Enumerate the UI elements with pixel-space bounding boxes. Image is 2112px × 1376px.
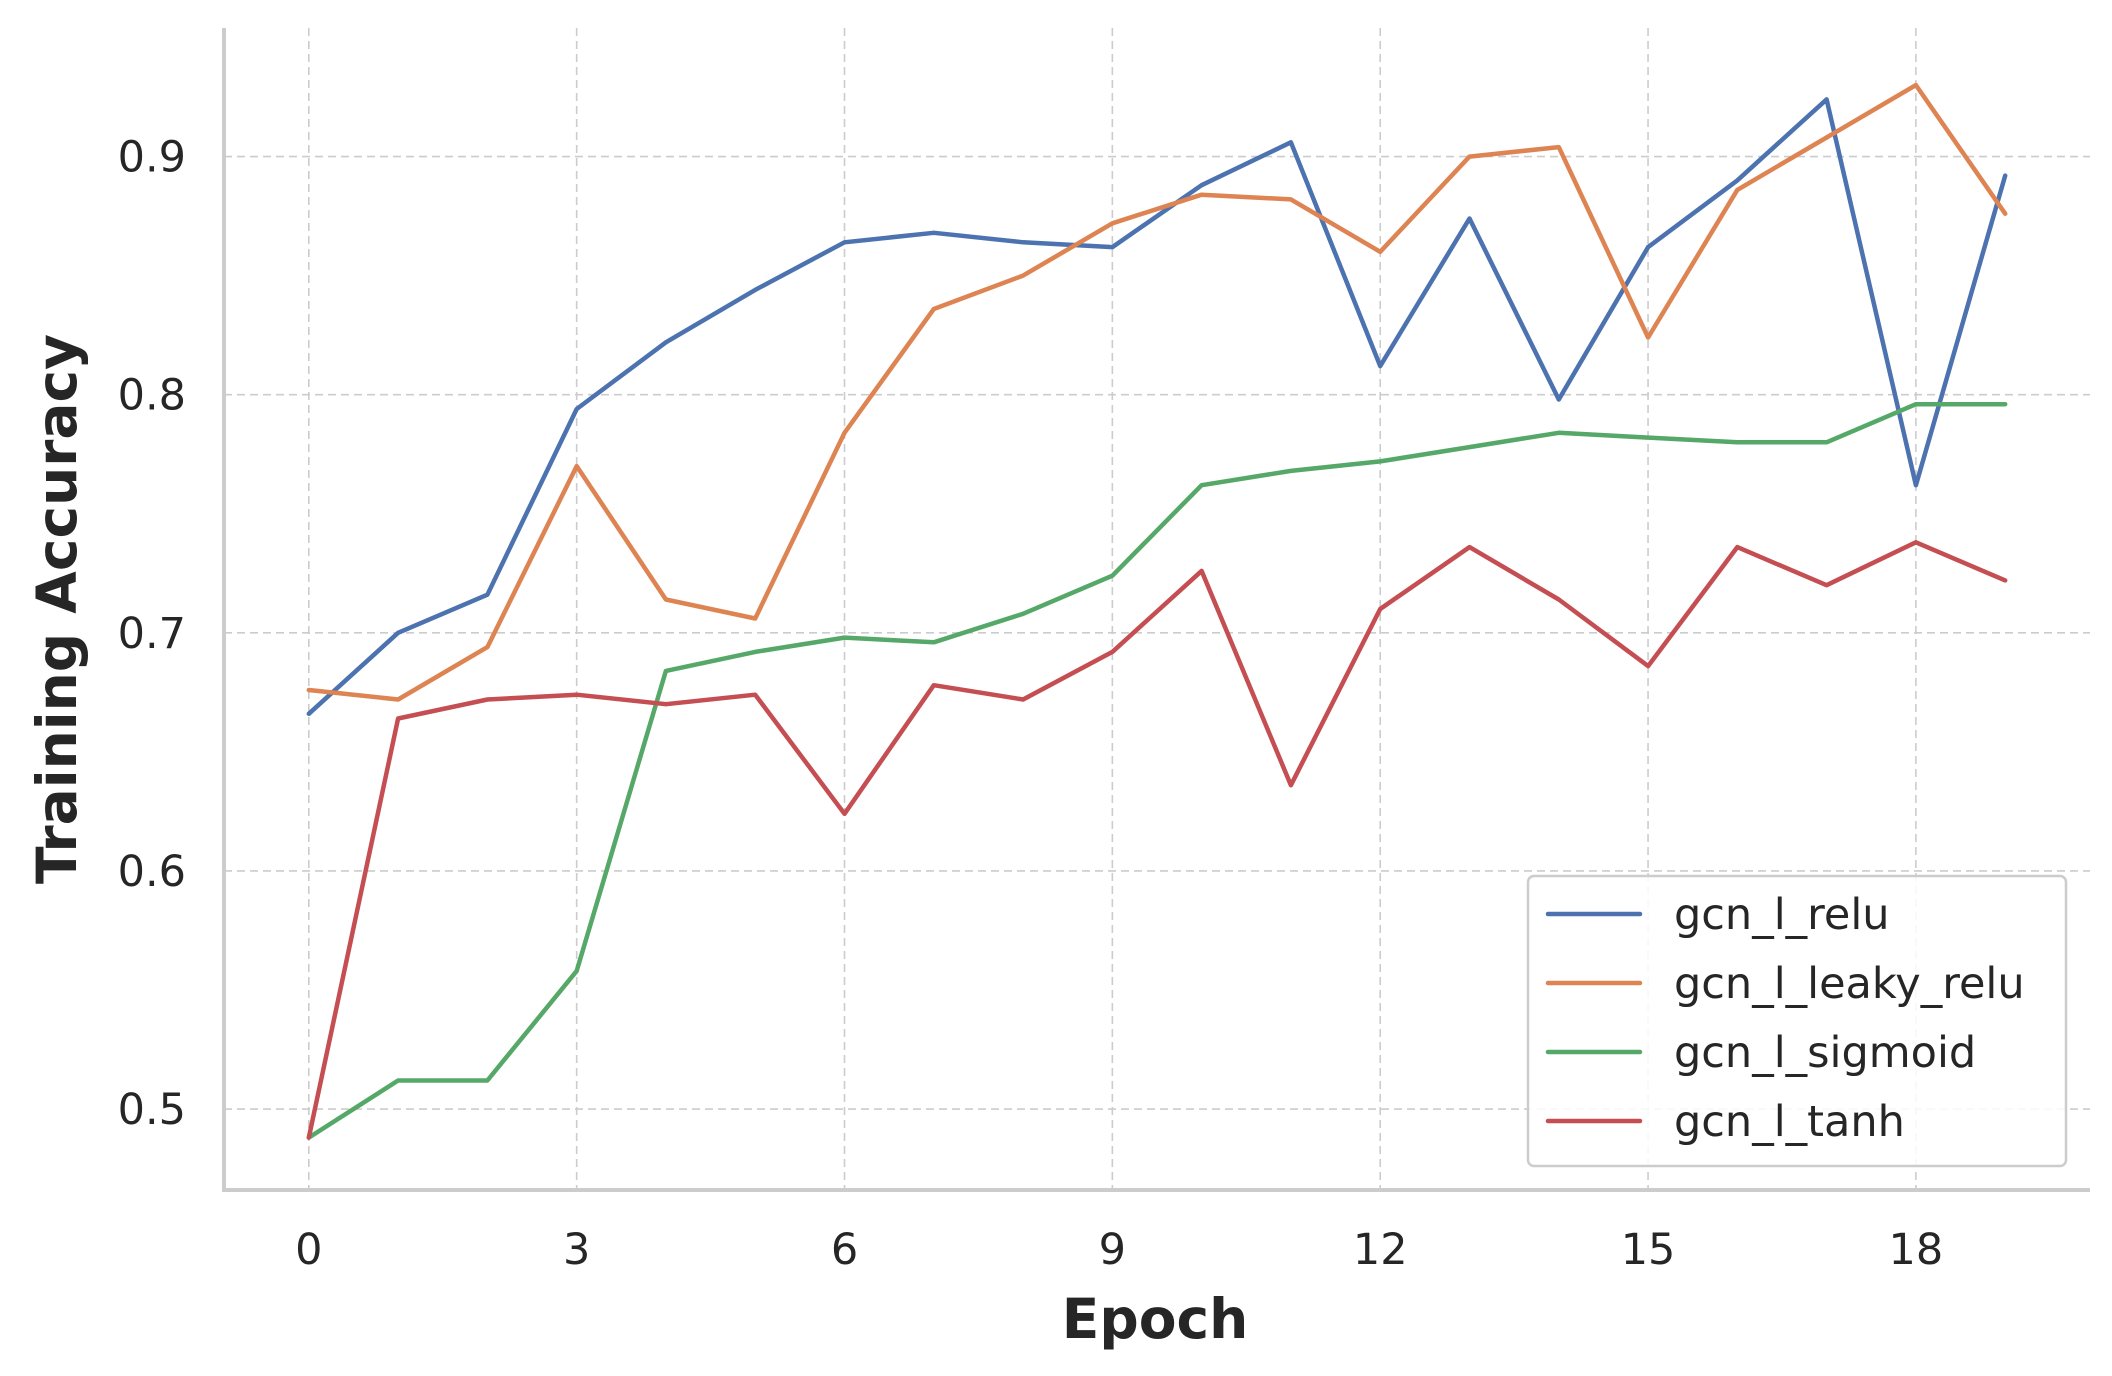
series-lines bbox=[306, 82, 2008, 1140]
y-tick-label: 0.7 bbox=[118, 609, 186, 659]
x-tick-label: 0 bbox=[295, 1225, 322, 1275]
y-tick-label: 0.9 bbox=[118, 133, 186, 183]
x-tick-label: 15 bbox=[1621, 1225, 1676, 1275]
x-tick-label: 6 bbox=[831, 1225, 858, 1275]
legend-label: gcn_l_relu bbox=[1674, 890, 1890, 940]
legend-label: gcn_l_leaky_relu bbox=[1674, 959, 2025, 1009]
legend-box bbox=[1526, 874, 2068, 1168]
y-tick-label: 0.6 bbox=[118, 847, 186, 897]
axes bbox=[222, 28, 2090, 1192]
y-tick-labels: 0.5 0.6 0.7 0.8 0.9 bbox=[118, 133, 186, 1135]
legend-label: gcn_l_tanh bbox=[1674, 1097, 1905, 1147]
legend: gcn_l_relu gcn_l_leaky_relu gcn_l_sigmoidg… bbox=[1526, 874, 2068, 1168]
y-axis-title: Training Accuracy bbox=[25, 334, 89, 884]
x-tick-label: 18 bbox=[1889, 1225, 1944, 1275]
x-tick-label: 12 bbox=[1353, 1225, 1408, 1275]
y-tick-label: 0.5 bbox=[118, 1085, 186, 1135]
x-tick-label: 9 bbox=[1099, 1225, 1126, 1275]
series-line-gcn-l-relu bbox=[306, 97, 2008, 717]
x-axis-title: Epoch bbox=[1062, 1287, 1248, 1351]
legend-label: gcn_l_sigmoid bbox=[1674, 1028, 1976, 1078]
series-line-gcn-l-tanh bbox=[306, 540, 2008, 1140]
series-line-gcn-l-sigmoid bbox=[306, 401, 2008, 1140]
y-tick-label: 0.8 bbox=[118, 371, 186, 421]
x-tick-labels: 0 3 6 9 12 15 18 bbox=[295, 1225, 1943, 1275]
x-tick-label: 3 bbox=[563, 1225, 590, 1275]
series-line-gcn-l-leaky-relu bbox=[306, 82, 2008, 702]
